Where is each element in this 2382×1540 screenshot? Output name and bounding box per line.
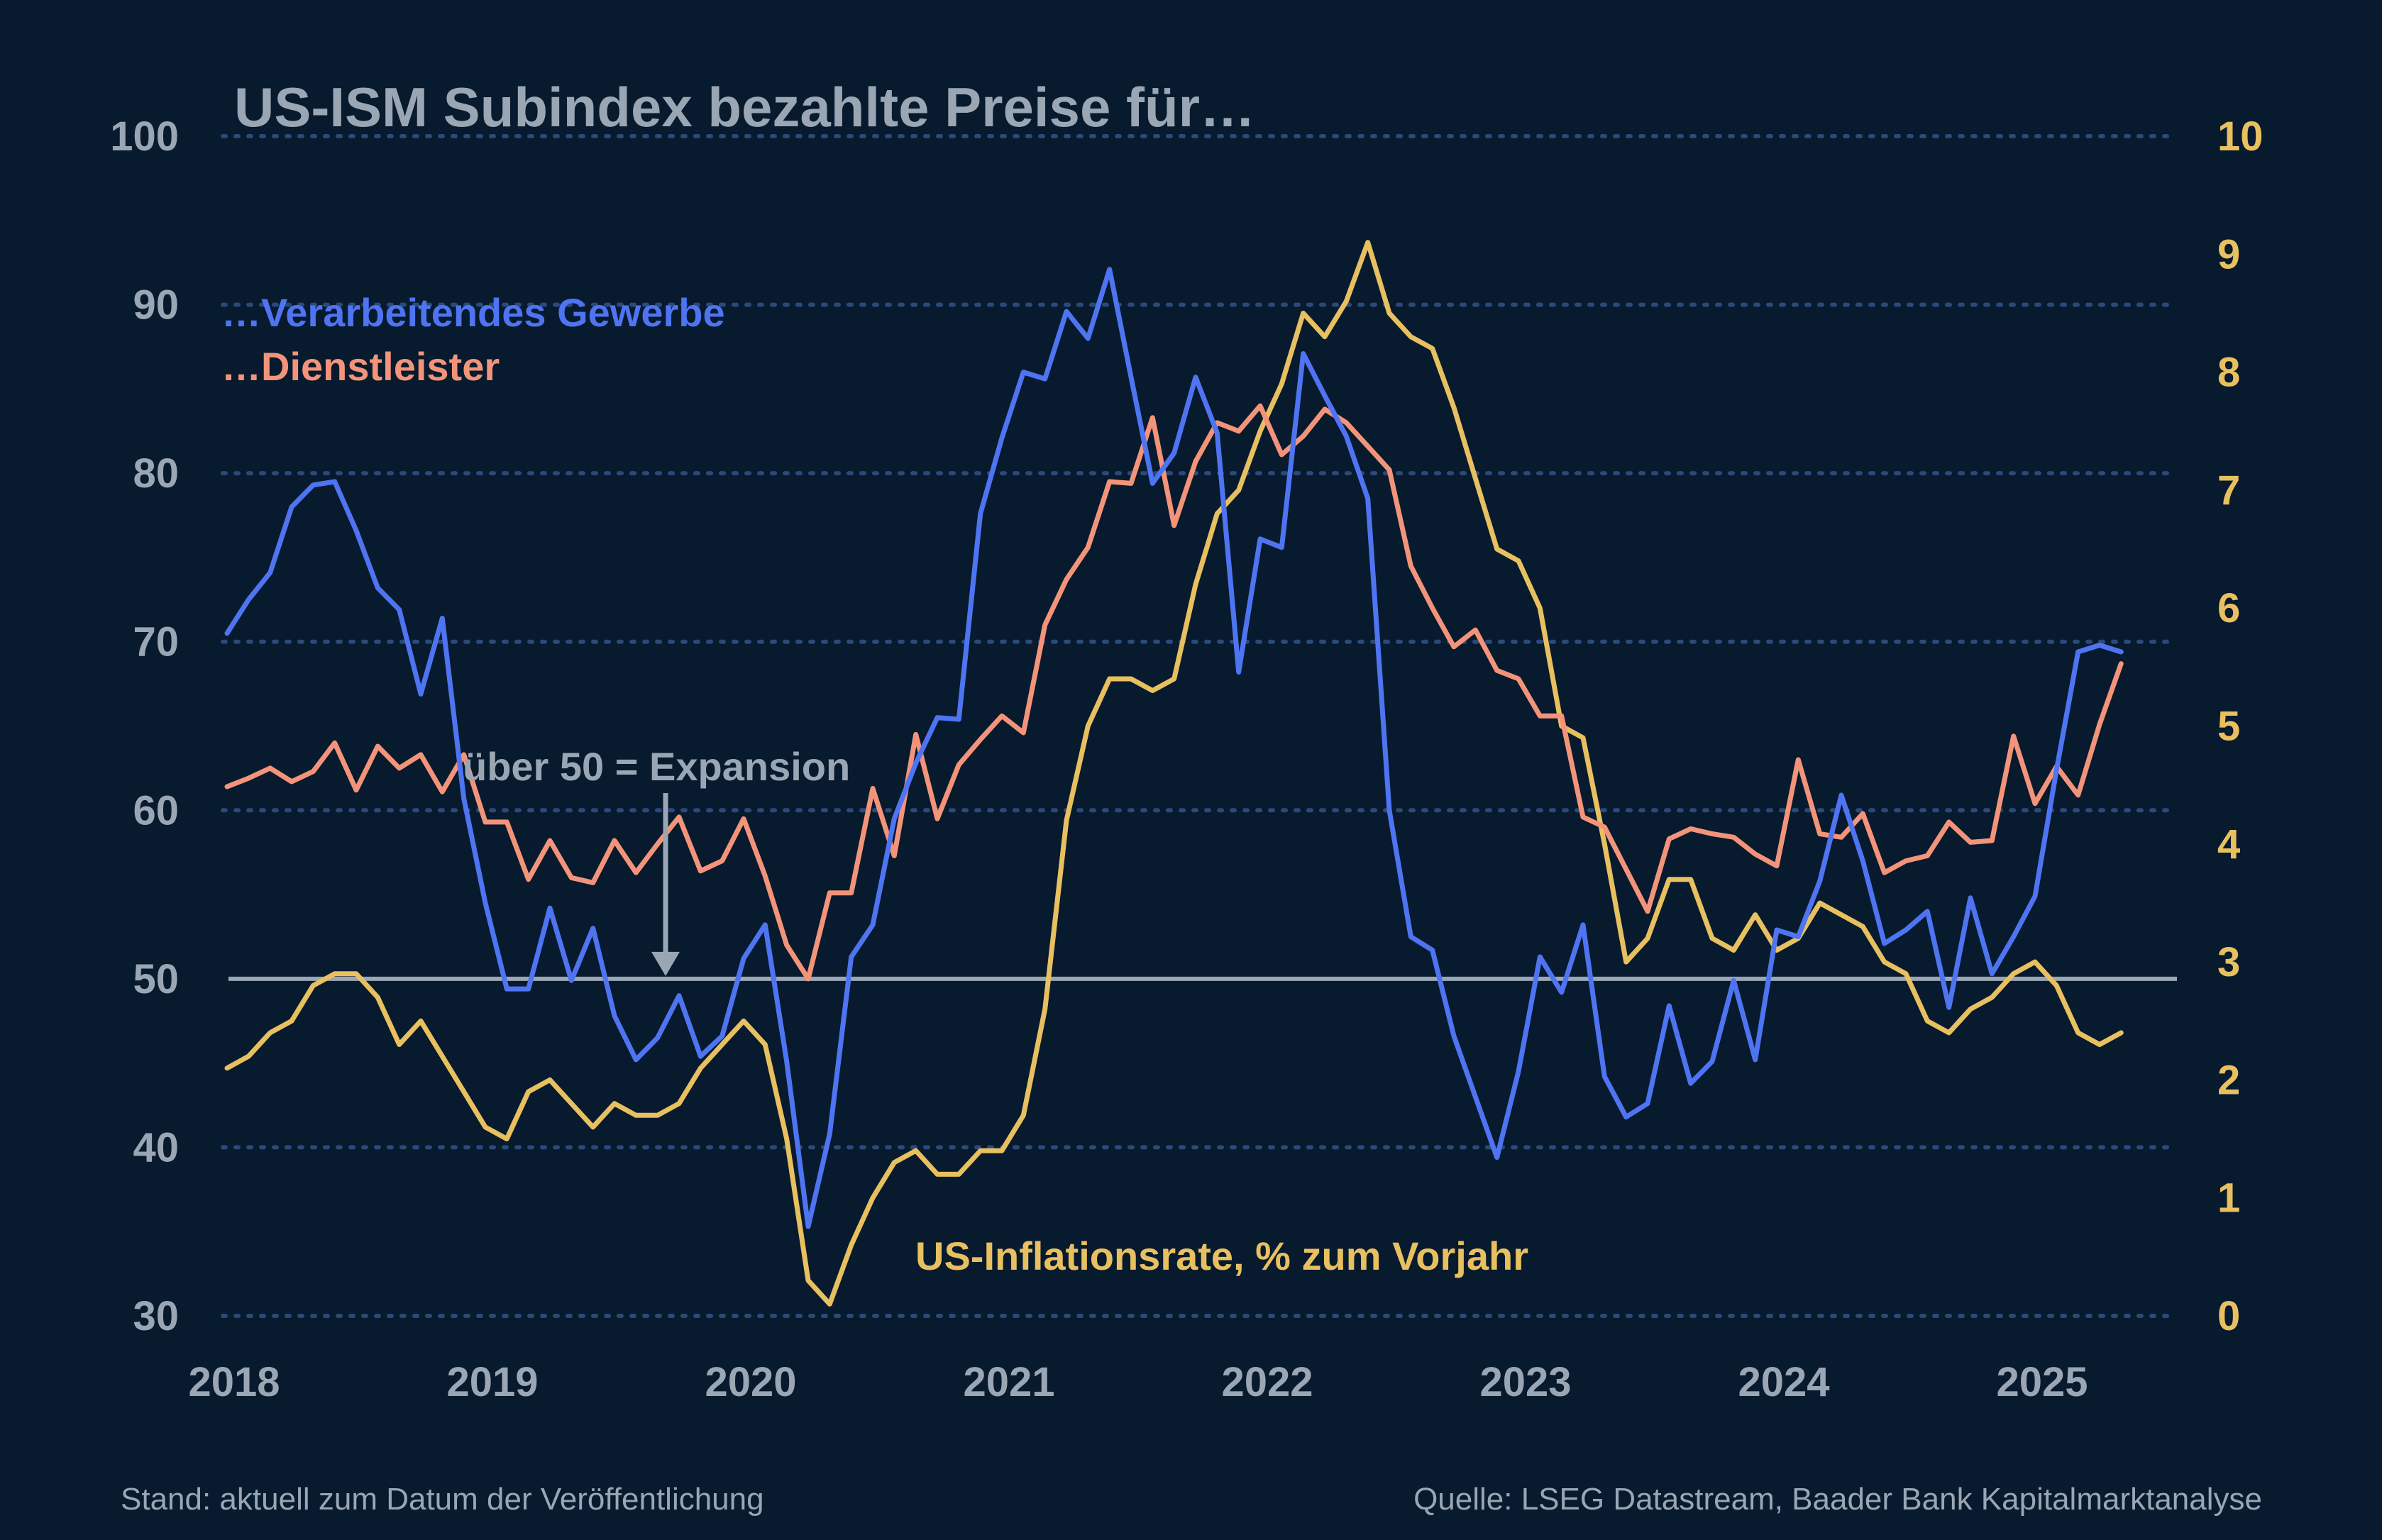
footer-source: Quelle: LSEG Datastream, Baader Bank Kap… bbox=[1413, 1482, 2262, 1517]
y-right-tick-label: 7 bbox=[2217, 467, 2240, 514]
y-left-tick-label: 50 bbox=[133, 956, 179, 1002]
axis-ticks: 30 40 50 60 70 80 90 100 0 1 2 3 4 5 6 7 8 9 10 2018 2019 202… bbox=[110, 113, 2263, 1405]
legend-services: …Dienstleister bbox=[221, 344, 500, 389]
y-right-tick-label: 9 bbox=[2217, 231, 2240, 277]
y-right-tick-label: 1 bbox=[2217, 1175, 2240, 1222]
y-left-tick-label: 100 bbox=[110, 113, 179, 160]
x-tick-label: 2022 bbox=[1221, 1359, 1313, 1405]
x-tick-label: 2025 bbox=[1996, 1359, 2088, 1405]
x-tick-label: 2023 bbox=[1479, 1359, 1571, 1405]
y-left-tick-label: 80 bbox=[133, 450, 179, 497]
y-left-tick-label: 30 bbox=[133, 1293, 179, 1339]
series-line-services bbox=[224, 403, 2124, 982]
y-left-tick-label: 40 bbox=[133, 1124, 179, 1170]
y-right-tick-label: 0 bbox=[2217, 1293, 2240, 1339]
y-right-tick-label: 5 bbox=[2217, 704, 2240, 750]
y-right-tick-label: 8 bbox=[2217, 350, 2240, 396]
x-tick-label: 2020 bbox=[705, 1359, 796, 1405]
expansion-label: über 50 = Expansion bbox=[463, 744, 850, 789]
y-right-tick-label: 3 bbox=[2217, 939, 2240, 985]
y-right-tick-label: 2 bbox=[2217, 1057, 2240, 1103]
arrow-head bbox=[651, 951, 680, 976]
x-tick-label: 2024 bbox=[1738, 1359, 1829, 1405]
y-right-tick-label: 6 bbox=[2217, 585, 2240, 631]
y-left-tick-label: 70 bbox=[133, 619, 179, 665]
y-right-tick-label: 10 bbox=[2217, 113, 2264, 160]
footer-date-note: Stand: aktuell zum Datum der Veröffentli… bbox=[121, 1482, 764, 1517]
expansion-arrow bbox=[651, 793, 680, 976]
chart-title: US-ISM Subindex bezahlte Preise für… bbox=[234, 76, 1255, 138]
series-line-manufacturing bbox=[224, 267, 2124, 1229]
inflation-label: US-Inflationsrate, % zum Vorjahr bbox=[915, 1234, 1528, 1278]
y-left-tick-label: 90 bbox=[133, 282, 179, 328]
legend-manufacturing: …Verarbeitendes Gewerbe bbox=[221, 290, 725, 335]
y-right-tick-label: 4 bbox=[2217, 821, 2240, 868]
x-tick-label: 2018 bbox=[188, 1359, 280, 1405]
x-tick-label: 2021 bbox=[963, 1359, 1054, 1405]
series-layer bbox=[224, 240, 2124, 1307]
x-tick-label: 2019 bbox=[446, 1359, 538, 1405]
y-left-tick-label: 60 bbox=[133, 787, 179, 833]
series-line-inflation bbox=[224, 240, 2124, 1307]
